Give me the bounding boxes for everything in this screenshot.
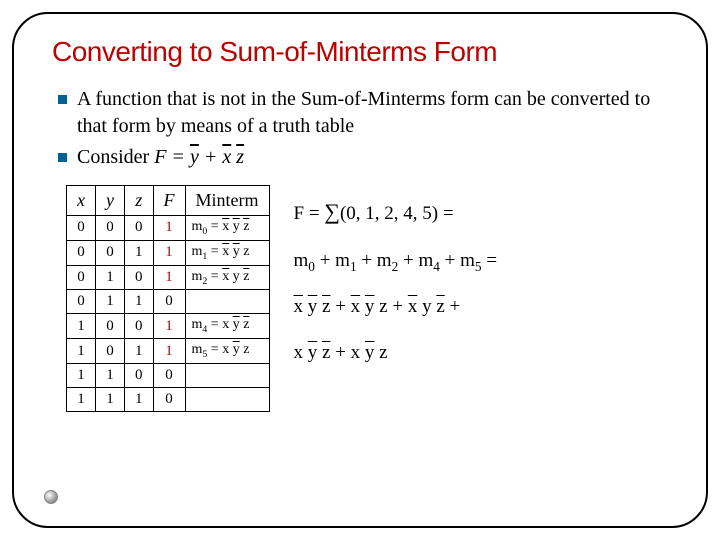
table-row: 0001m0 = x y z (67, 216, 270, 241)
equation-line: m0 + m1 + m2 + m4 + m5 = (294, 243, 498, 279)
cell-F: 1 (153, 216, 185, 241)
slide-frame: Converting to Sum-of-Minterms Form A fun… (12, 12, 708, 528)
cell-y: 1 (96, 387, 125, 411)
bullet-item: A function that is not in the Sum-of-Min… (58, 86, 676, 140)
table-row: 1100 (67, 363, 270, 387)
cell-x: 0 (67, 265, 96, 290)
equation-line: F = ∑(0, 1, 2, 4, 5) = (294, 191, 498, 233)
cell-z: 0 (125, 363, 154, 387)
cell-F: 1 (153, 265, 185, 290)
col-header-z: z (125, 186, 154, 216)
bullet-prefix: Consider (77, 146, 154, 168)
table-row: 1110 (67, 387, 270, 411)
cell-y: 1 (96, 363, 125, 387)
cell-F: 1 (153, 314, 185, 339)
bullet-list: A function that is not in the Sum-of-Min… (58, 86, 676, 171)
col-header-x: x (67, 186, 96, 216)
table-row: 0110 (67, 290, 270, 314)
cell-F: 0 (153, 290, 185, 314)
cell-x: 0 (67, 216, 96, 241)
col-header-minterm: Minterm (185, 186, 269, 216)
table-row: 1011m5 = x y z (67, 339, 270, 364)
cell-x: 0 (67, 290, 96, 314)
cell-minterm (185, 363, 269, 387)
table-row: 1001m4 = x y z (67, 314, 270, 339)
cell-x: 0 (67, 240, 96, 265)
bullet-item: Consider F = y + x z (58, 144, 676, 171)
cell-z: 0 (125, 265, 154, 290)
truth-table: x y z F Minterm 0001m0 = x y z0011m1 = x… (66, 185, 270, 412)
bullet-text: A function that is not in the Sum-of-Min… (77, 86, 676, 140)
cell-z: 1 (125, 290, 154, 314)
cell-F: 1 (153, 240, 185, 265)
table-body: 0001m0 = x y z0011m1 = x y z0101m2 = x y… (67, 216, 270, 412)
equation-block: F = ∑(0, 1, 2, 4, 5) = m0 + m1 + m2 + m4… (294, 185, 498, 381)
cell-x: 1 (67, 339, 96, 364)
cell-y: 0 (96, 240, 125, 265)
square-bullet-icon (58, 153, 67, 162)
decorative-sphere-icon (44, 490, 58, 504)
equation-line: x y z + x y z (294, 335, 498, 371)
cell-z: 1 (125, 387, 154, 411)
cell-x: 1 (67, 363, 96, 387)
table-row: 0101m2 = x y z (67, 265, 270, 290)
cell-minterm: m2 = x y z (185, 265, 269, 290)
cell-minterm (185, 387, 269, 411)
cell-minterm: m5 = x y z (185, 339, 269, 364)
col-header-F: F (153, 186, 185, 216)
square-bullet-icon (58, 95, 67, 104)
cell-minterm: m4 = x y z (185, 314, 269, 339)
table-row: 0011m1 = x y z (67, 240, 270, 265)
cell-minterm: m0 = x y z (185, 216, 269, 241)
content-row: x y z F Minterm 0001m0 = x y z0011m1 = x… (66, 185, 676, 412)
cell-x: 1 (67, 387, 96, 411)
cell-y: 1 (96, 265, 125, 290)
cell-y: 0 (96, 314, 125, 339)
cell-y: 0 (96, 216, 125, 241)
cell-x: 1 (67, 314, 96, 339)
cell-y: 0 (96, 339, 125, 364)
bullet-text: Consider F = y + x z (77, 144, 244, 171)
table-header-row: x y z F Minterm (67, 186, 270, 216)
equation-line: x y z + x y z + x y z + (294, 289, 498, 325)
cell-z: 0 (125, 216, 154, 241)
col-header-y: y (96, 186, 125, 216)
slide-title: Converting to Sum-of-Minterms Form (52, 36, 676, 68)
cell-F: 0 (153, 363, 185, 387)
cell-F: 0 (153, 387, 185, 411)
cell-z: 1 (125, 339, 154, 364)
cell-minterm (185, 290, 269, 314)
bullet-expression: F = y + x z (154, 146, 244, 168)
cell-z: 1 (125, 240, 154, 265)
cell-minterm: m1 = x y z (185, 240, 269, 265)
cell-F: 1 (153, 339, 185, 364)
cell-z: 0 (125, 314, 154, 339)
cell-y: 1 (96, 290, 125, 314)
